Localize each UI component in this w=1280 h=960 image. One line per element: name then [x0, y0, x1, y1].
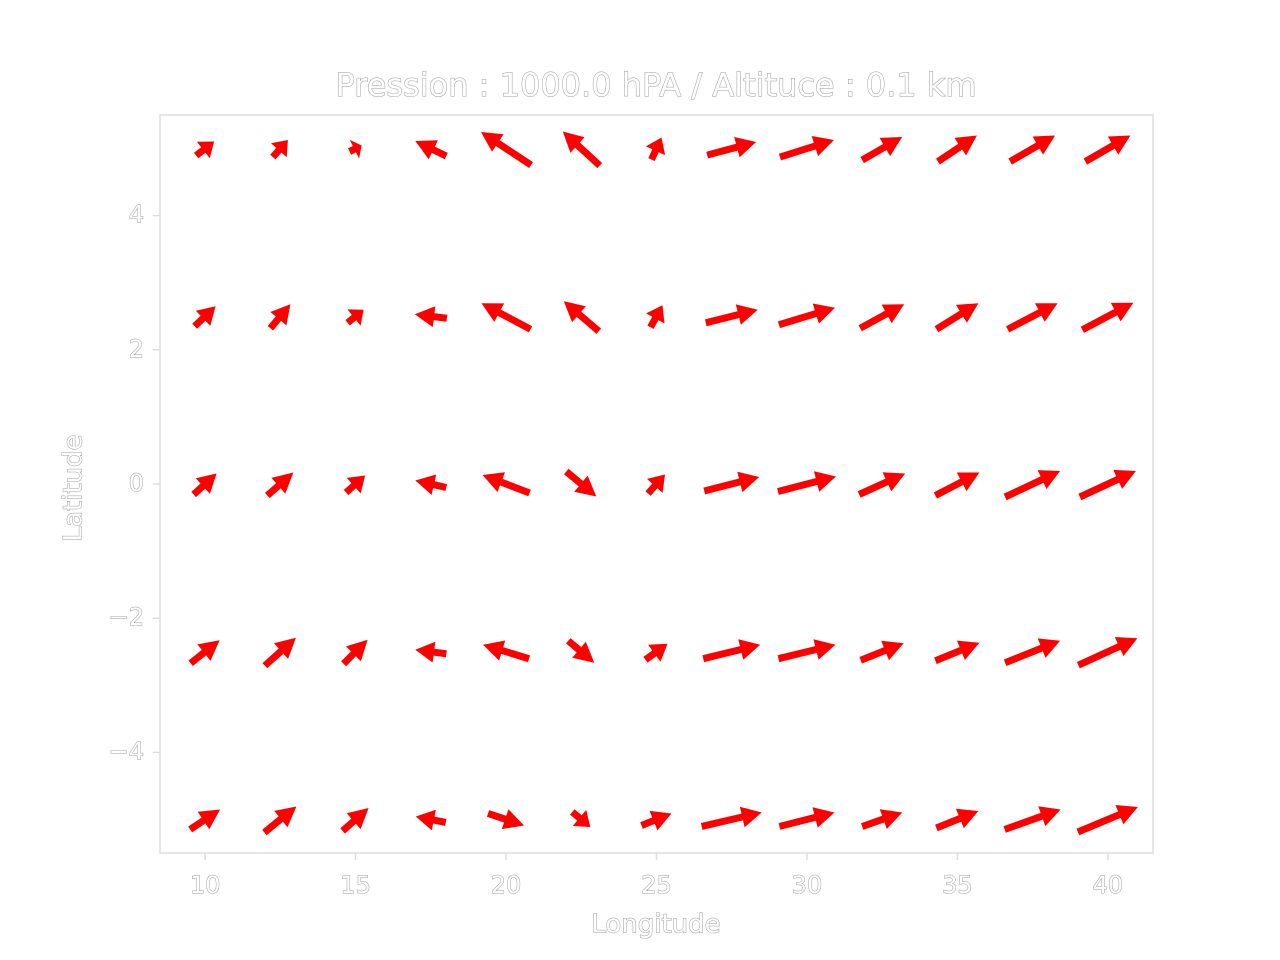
wind-arrow — [483, 640, 531, 663]
x-tick-label: 15 — [340, 871, 371, 899]
wind-arrow — [262, 637, 296, 669]
x-tick-label: 30 — [792, 871, 823, 899]
wind-arrow — [415, 140, 448, 160]
wind-arrow — [482, 472, 531, 497]
wind-arrow — [1076, 637, 1138, 669]
wind-arrow — [777, 303, 835, 329]
wind-arrow — [860, 137, 903, 164]
wind-arrow — [486, 809, 524, 830]
chart-title: Pression : 1000.0 hPA / Altituce : 0.1 k… — [336, 66, 977, 104]
wind-arrow — [702, 639, 761, 663]
wind-arrow — [933, 472, 980, 499]
wind-arrow — [778, 136, 834, 161]
wind-arrow — [566, 638, 595, 663]
x-axis-label: Longitude — [591, 910, 720, 940]
wind-arrow — [570, 809, 591, 827]
wind-arrow — [857, 472, 906, 498]
wind-arrow — [935, 808, 979, 832]
wind-arrow — [861, 809, 903, 830]
y-tick-label: 4 — [129, 201, 144, 229]
wind-arrow — [1003, 638, 1061, 666]
x-tick-label: 10 — [190, 871, 221, 899]
wind-arrow — [1080, 302, 1134, 333]
wind-arrow — [415, 809, 447, 831]
wind-arrow — [343, 475, 366, 496]
wind-arrow — [703, 471, 760, 495]
wind-arrow — [1003, 470, 1061, 501]
x-tick-label: 35 — [942, 871, 973, 899]
wind-arrow — [645, 474, 665, 496]
wind-arrow — [777, 639, 836, 663]
wind-arrow — [640, 810, 672, 831]
x-tick-label: 25 — [641, 871, 672, 899]
y-tick-label: −4 — [109, 737, 144, 765]
wind-arrow — [1006, 303, 1058, 333]
wind-arrow — [265, 472, 294, 499]
wind-arrow — [859, 640, 904, 664]
wind-arrow — [262, 806, 297, 836]
x-tick-label: 40 — [1093, 871, 1124, 899]
wind-arrow — [646, 305, 665, 329]
wind-arrow — [192, 306, 216, 329]
wind-arrow — [194, 141, 215, 159]
wind-arrow — [936, 135, 977, 165]
wind-arrow — [858, 304, 905, 332]
wind-arrow — [777, 471, 836, 495]
wind-arrow — [270, 140, 288, 160]
wind-arrow — [643, 643, 668, 663]
wind-arrow — [191, 473, 217, 498]
wind-arrow — [188, 809, 221, 833]
y-tick-label: −2 — [109, 603, 144, 631]
y-axis-label: Latitude — [59, 434, 89, 541]
x-tick-label: 20 — [491, 871, 522, 899]
wind-arrow — [341, 639, 368, 667]
wind-arrow — [1078, 469, 1136, 501]
wind-arrow — [563, 301, 602, 334]
wind-arrow — [345, 309, 364, 326]
wind-arrow — [934, 640, 980, 664]
wind-arrow — [645, 137, 666, 161]
y-tick-label: 2 — [129, 335, 144, 363]
wind-arrow — [1083, 135, 1131, 165]
wind-arrow — [1003, 806, 1061, 833]
wind-arrow — [1076, 805, 1138, 836]
wind-arrow — [415, 641, 447, 663]
wind-arrow — [188, 640, 220, 666]
wind-arrow — [700, 806, 762, 830]
wind-arrow — [348, 139, 362, 159]
wind-arrow — [481, 303, 533, 333]
wind-arrow — [778, 807, 835, 830]
wind-arrow — [1008, 135, 1056, 165]
wind-arrow — [706, 137, 757, 159]
wind-arrow — [414, 306, 448, 328]
wind-arrow — [704, 304, 758, 327]
y-tick-label: 0 — [129, 469, 144, 497]
wind-arrow — [340, 808, 369, 834]
wind-arrow — [564, 468, 597, 497]
wind-arrow — [934, 303, 979, 333]
wind-arrow — [481, 132, 533, 168]
wind-arrow — [415, 474, 448, 495]
wind-arrow — [267, 304, 291, 331]
wind-arrow — [562, 131, 603, 169]
